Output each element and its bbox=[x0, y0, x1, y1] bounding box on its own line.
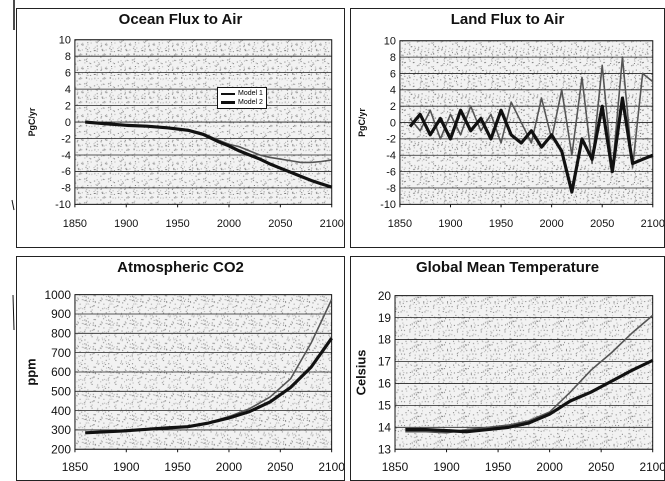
y-axis-label: Celsius bbox=[353, 350, 368, 396]
y-tick-label: 600 bbox=[51, 365, 71, 379]
y-tick-label: 700 bbox=[51, 346, 71, 360]
y-tick-label: 10 bbox=[384, 36, 396, 48]
x-tick-label: 2000 bbox=[216, 460, 243, 474]
y-tick-label: 6 bbox=[65, 67, 71, 79]
y-tick-label: 300 bbox=[51, 423, 71, 437]
x-tick-label: 1850 bbox=[382, 460, 409, 474]
legend-swatch bbox=[221, 92, 235, 95]
legend-swatch bbox=[221, 101, 235, 104]
y-tick-label: 4 bbox=[390, 85, 396, 97]
x-tick-label: 2000 bbox=[540, 218, 564, 230]
y-tick-label: 1000 bbox=[45, 288, 72, 302]
legend-item-model-2: Model 2 bbox=[221, 98, 263, 107]
series-line-2 bbox=[405, 358, 654, 434]
legend-item-model-1: Model 1 bbox=[221, 89, 263, 98]
x-tick-label: 2100 bbox=[639, 460, 664, 474]
x-tick-label: 2050 bbox=[588, 460, 615, 474]
y-tick-label: 18 bbox=[378, 333, 392, 347]
legend-label: Model 1 bbox=[238, 90, 263, 97]
y-tick-label: -2 bbox=[61, 133, 71, 145]
y-tick-label: 8 bbox=[390, 52, 396, 64]
series-line-2 bbox=[85, 120, 333, 189]
chart-panel-land-flux: -10 -8 -6 -4 -2 0 2 4 6 8 10 1850 1900 1950 2000 2050 21… bbox=[350, 8, 665, 248]
y-tick-label: 13 bbox=[378, 442, 392, 456]
x-tick-label: 2050 bbox=[268, 218, 292, 230]
y-tick-label: -8 bbox=[386, 183, 396, 195]
x-tick-label: 1950 bbox=[164, 460, 191, 474]
y-tick-label: -4 bbox=[386, 150, 396, 162]
y-tick-label: 14 bbox=[378, 420, 392, 434]
temperature-chart: 13 14 15 16 17 18 19 20 1850 1900 1950 2000 2050 2100… bbox=[353, 289, 664, 474]
x-tick-label: 2000 bbox=[217, 218, 241, 230]
co2-chart: 200 300 400 500 600 700 800 900 1000 1850 1900 1950… bbox=[23, 288, 344, 474]
y-tick-label: 200 bbox=[51, 442, 71, 456]
y-tick-label: 6 bbox=[390, 68, 396, 80]
y-tick-label: -8 bbox=[61, 183, 71, 195]
y-tick-label: 17 bbox=[378, 355, 391, 369]
x-tick-label: 2100 bbox=[641, 218, 664, 230]
y-tick-label: 0 bbox=[65, 117, 71, 129]
y-tick-label: 800 bbox=[51, 326, 71, 340]
y-tick-label: 400 bbox=[51, 404, 71, 418]
y-tick-label: -4 bbox=[61, 150, 71, 162]
chart-panel-global-temperature: 13 14 15 16 17 18 19 20 1850 1900 1950 2000 2050 2100… bbox=[350, 256, 665, 481]
ocean-flux-chart: -10 -8 -6 -4 -2 0 2 4 6 8 10 1850 1900 1950 2000 2050 21… bbox=[27, 35, 344, 231]
y-tick-label: 19 bbox=[378, 311, 392, 325]
y-tick-label: 10 bbox=[59, 35, 71, 47]
y-tick-label: -6 bbox=[61, 166, 71, 178]
plot-area bbox=[394, 295, 654, 450]
chart-title: Global Mean Temperature bbox=[415, 259, 600, 276]
x-tick-label: 1900 bbox=[114, 218, 138, 230]
x-tick-label: 1900 bbox=[433, 460, 460, 474]
x-tick-label: 2050 bbox=[267, 460, 294, 474]
x-tick-label: 1850 bbox=[63, 218, 87, 230]
x-tick-label: 1850 bbox=[388, 218, 412, 230]
x-tick-label: 2050 bbox=[590, 218, 614, 230]
legend-label: Model 2 bbox=[238, 99, 263, 106]
y-tick-label: -6 bbox=[386, 166, 396, 178]
series-line-2 bbox=[408, 96, 654, 194]
y-tick-label: 4 bbox=[65, 84, 71, 96]
y-tick-label: 15 bbox=[378, 399, 392, 413]
chart-title: Ocean Flux to Air bbox=[118, 11, 243, 28]
y-tick-label: 8 bbox=[65, 51, 71, 63]
x-tick-label: 2100 bbox=[320, 218, 344, 230]
y-tick-label: 2 bbox=[390, 101, 396, 113]
y-axis-label: PgC/yr bbox=[27, 107, 37, 136]
x-tick-label: 1950 bbox=[485, 460, 512, 474]
chart-panel-atmospheric-co2: 200 300 400 500 600 700 800 900 1000 1850 1900 1950… bbox=[16, 256, 345, 481]
x-tick-label: 1900 bbox=[113, 460, 140, 474]
x-tick-label: 1950 bbox=[489, 218, 513, 230]
chart-legend: Model 1 Model 2 bbox=[217, 87, 267, 109]
y-axis-label: PgC/yr bbox=[357, 108, 367, 137]
y-tick-label: -2 bbox=[386, 134, 396, 146]
land-flux-chart: -10 -8 -6 -4 -2 0 2 4 6 8 10 1850 1900 1950 2000 2050 21… bbox=[357, 36, 664, 231]
x-tick-label: 1900 bbox=[438, 218, 462, 230]
x-tick-label: 2100 bbox=[318, 460, 344, 474]
y-tick-label: -10 bbox=[55, 199, 71, 211]
series-line-2 bbox=[85, 337, 333, 435]
y-tick-label: 20 bbox=[378, 289, 392, 303]
y-tick-label: 0 bbox=[390, 117, 396, 129]
x-tick-label: 1850 bbox=[62, 460, 89, 474]
y-tick-label: 900 bbox=[51, 307, 71, 321]
y-axis-label: ppm bbox=[23, 358, 38, 385]
scan-edge-artifact bbox=[11, 0, 15, 331]
x-tick-label: 2000 bbox=[536, 460, 563, 474]
y-tick-label: 2 bbox=[65, 100, 71, 112]
y-tick-label: 500 bbox=[51, 384, 71, 398]
series-line-1 bbox=[405, 314, 654, 434]
y-tick-label: 16 bbox=[378, 377, 392, 391]
y-tick-label: -10 bbox=[380, 199, 396, 211]
chart-panel-ocean-flux: -10 -8 -6 -4 -2 0 2 4 6 8 10 1850 1900 1950 2000 2050 21… bbox=[16, 8, 345, 248]
x-tick-label: 1950 bbox=[166, 218, 190, 230]
chart-title: Atmospheric CO2 bbox=[117, 259, 244, 276]
chart-title: Land Flux to Air bbox=[450, 11, 565, 28]
